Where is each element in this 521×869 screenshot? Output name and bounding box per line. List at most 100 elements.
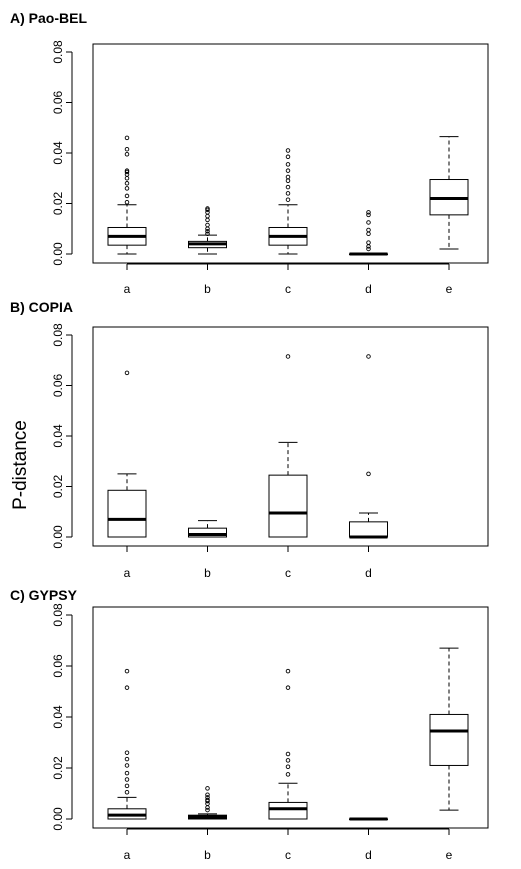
- box-a: [107, 668, 147, 820]
- outlier-point: [124, 756, 130, 762]
- panel-title: C) GYPSY: [10, 587, 78, 603]
- outlier-point: [285, 184, 291, 190]
- outlier-point: [124, 783, 130, 789]
- y-axis-label: P-distance: [10, 420, 31, 510]
- box-d: [349, 817, 388, 821]
- y-tick-label: 0.08: [51, 323, 65, 347]
- box-e: [429, 136, 469, 250]
- outlier-point: [366, 246, 371, 252]
- outlier-point: [285, 174, 291, 180]
- panel-title: A) Pao-BEL: [10, 10, 87, 26]
- outlier-point: [205, 805, 210, 810]
- x-tick-label: d: [365, 848, 372, 862]
- outlier-point: [366, 471, 371, 477]
- iqr-box: [188, 527, 227, 538]
- iqr-box: [268, 474, 308, 538]
- x-tick-label: d: [365, 566, 372, 580]
- panel-a-pao-bel: A) Pao-BEL 0.00 0.02 0.04 0.06 0.08 a b c d e: [10, 10, 489, 296]
- outlier-point: [124, 770, 130, 776]
- outlier-point: [205, 226, 210, 231]
- iqr-box: [429, 713, 469, 766]
- outlier-point: [285, 162, 291, 167]
- box-c: [268, 148, 308, 255]
- outlier-point: [285, 191, 291, 196]
- y-tick-label: 0.00: [51, 242, 65, 266]
- y-tick-label: 0.06: [51, 654, 65, 678]
- outlier-point: [205, 792, 210, 798]
- outlier-point: [124, 181, 130, 186]
- outlier-point: [205, 217, 210, 223]
- outlier-point: [205, 807, 210, 813]
- plot-frame: [92, 43, 489, 264]
- x-tick-label: b: [204, 848, 211, 862]
- x-tick-label: e: [446, 848, 453, 862]
- outlier-point: [124, 135, 130, 141]
- outlier-point: [124, 777, 130, 782]
- y-tick-label: 0.06: [51, 90, 65, 114]
- outlier-point: [285, 668, 291, 674]
- y-tick-label: 0.02: [51, 191, 65, 215]
- y-tick-label: 0.00: [51, 807, 65, 831]
- panel-b-copia: B) COPIA 0.00 0.02 0.04 0.06 0.08 a b c d: [10, 299, 489, 580]
- box-b: [188, 206, 227, 255]
- panel-title: B) COPIA: [10, 299, 73, 315]
- outlier-point: [124, 763, 130, 768]
- outlier-point: [285, 685, 291, 690]
- y-tick-label: 0.02: [51, 756, 65, 780]
- x-tick-label: c: [285, 566, 291, 580]
- outlier-point: [124, 685, 130, 690]
- outlier-point: [285, 178, 291, 184]
- box-b: [188, 786, 227, 820]
- box-d: [349, 210, 388, 256]
- outlier-point: [205, 222, 210, 228]
- outlier-point: [285, 772, 291, 777]
- outlier-point: [124, 789, 130, 795]
- outlier-point: [285, 154, 291, 160]
- y-tick-label: 0.00: [51, 525, 65, 549]
- box-b: [188, 520, 227, 538]
- x-tick-label: b: [204, 566, 211, 580]
- x-tick-label: d: [365, 282, 372, 296]
- outlier-point: [366, 231, 371, 237]
- outlier-point: [124, 168, 130, 173]
- iqr-box: [107, 489, 147, 538]
- outlier-point: [205, 231, 210, 237]
- box-d: [349, 354, 388, 539]
- outlier-point: [366, 212, 371, 218]
- outlier-point: [205, 206, 210, 211]
- outlier-point: [285, 764, 291, 769]
- iqr-box: [349, 521, 388, 538]
- outlier-point: [205, 786, 210, 791]
- outlier-point: [366, 244, 371, 249]
- x-tick-label: a: [124, 848, 131, 862]
- y-tick-label: 0.04: [51, 705, 65, 729]
- outlier-point: [124, 152, 130, 157]
- outlier-point: [124, 750, 130, 755]
- outlier-point: [205, 797, 210, 803]
- outlier-point: [366, 220, 371, 225]
- outlier-point: [124, 175, 130, 181]
- outlier-point: [124, 193, 130, 199]
- y-tick-label: 0.08: [51, 40, 65, 64]
- outlier-point: [205, 213, 210, 219]
- outlier-point: [285, 758, 291, 763]
- outlier-point: [366, 354, 371, 359]
- y-tick-label: 0.02: [51, 474, 65, 498]
- outlier-point: [366, 210, 371, 215]
- box-c: [268, 354, 308, 538]
- box-c: [268, 668, 308, 820]
- x-tick-label: c: [285, 282, 291, 296]
- box-a: [107, 370, 147, 538]
- x-tick-label: e: [446, 282, 453, 296]
- outlier-point: [285, 148, 291, 153]
- y-tick-label: 0.04: [51, 424, 65, 448]
- outlier-point: [124, 370, 130, 376]
- outlier-point: [285, 751, 291, 757]
- x-tick-label: a: [124, 566, 131, 580]
- outlier-point: [124, 186, 130, 191]
- y-tick-label: 0.06: [51, 373, 65, 397]
- outlier-point: [366, 227, 371, 233]
- x-tick-label: c: [285, 848, 291, 862]
- outlier-point: [124, 146, 130, 152]
